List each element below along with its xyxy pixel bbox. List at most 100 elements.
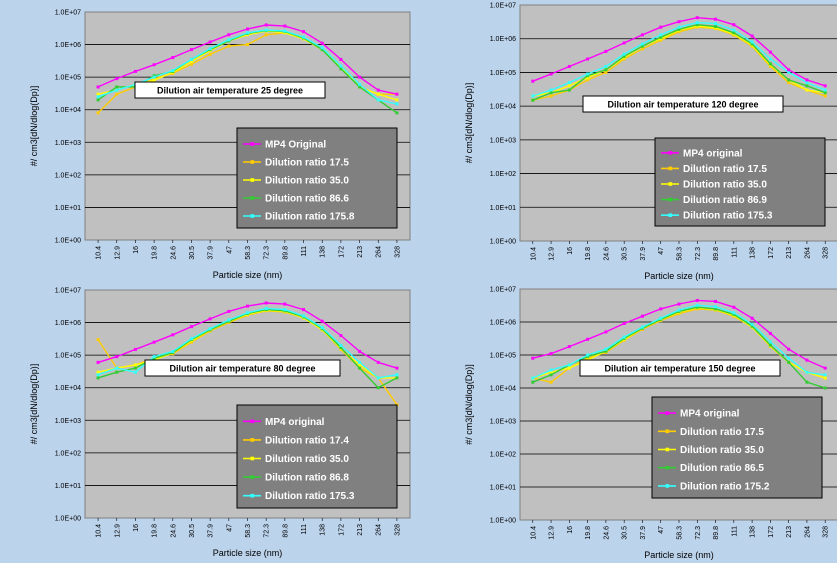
- data-point: [549, 72, 553, 76]
- data-point: [567, 81, 571, 85]
- data-point: [227, 44, 231, 48]
- data-point: [549, 352, 553, 356]
- data-point: [604, 68, 608, 72]
- data-point: [640, 47, 644, 51]
- data-point: [208, 327, 212, 331]
- data-point: [208, 47, 212, 51]
- data-point: [283, 302, 287, 306]
- data-point: [787, 78, 791, 82]
- x-tick-label: 58.3: [677, 526, 684, 540]
- x-tick-label: 111: [731, 247, 738, 258]
- data-point: [320, 46, 324, 50]
- data-point: [750, 40, 754, 44]
- legend-label: Dilution ratio 35.0: [265, 176, 349, 187]
- x-tick-label: 16: [567, 526, 574, 534]
- data-point: [320, 41, 324, 45]
- legend-swatch-marker: [250, 196, 255, 200]
- data-point: [358, 85, 362, 89]
- data-point: [659, 38, 663, 42]
- x-tick-label: 47: [658, 526, 665, 534]
- legend-box: [236, 127, 398, 229]
- data-point: [805, 88, 809, 92]
- data-point: [283, 308, 287, 312]
- legend-label: MP4 original: [680, 409, 740, 420]
- data-point: [302, 308, 306, 312]
- data-point: [189, 48, 193, 52]
- data-point: [695, 303, 699, 307]
- data-point: [567, 88, 571, 92]
- data-point: [227, 38, 231, 42]
- data-point: [115, 366, 119, 370]
- data-point: [659, 25, 663, 29]
- data-point: [659, 33, 663, 37]
- data-point: [549, 91, 553, 95]
- y-tick-label: 1.0E+01: [55, 483, 81, 490]
- legend-swatch-marker: [665, 484, 670, 488]
- legend-swatch-marker: [250, 142, 255, 146]
- data-point: [586, 74, 590, 78]
- data-point: [567, 366, 571, 370]
- data-point: [586, 337, 590, 341]
- data-point: [732, 28, 736, 32]
- data-point: [302, 314, 306, 318]
- data-point: [208, 317, 212, 321]
- data-point: [823, 386, 827, 390]
- data-point: [823, 373, 827, 377]
- data-point: [152, 356, 156, 360]
- x-tick-label: 10.4: [530, 247, 537, 261]
- data-point: [659, 35, 663, 39]
- data-point: [152, 78, 156, 82]
- legend-label: Dilution ratio 86.8: [265, 473, 349, 484]
- data-point: [622, 41, 626, 45]
- y-axis-title: #/ cm3[dN/dlog(Dp)]: [29, 364, 39, 445]
- y-tick-label: 1.0E+04: [490, 386, 516, 393]
- y-tick-label: 1.0E+00: [55, 238, 81, 245]
- x-tick-label: 72.3: [264, 524, 271, 538]
- data-point: [171, 349, 175, 353]
- data-point: [115, 85, 119, 89]
- y-tick-label: 1.0E+04: [490, 104, 516, 111]
- legend: MP4 original Dilution ratio 17.4 Dilution …: [236, 404, 398, 509]
- chart-title: Dilution air temperature 25 degree: [157, 86, 303, 96]
- y-tick-label: 1.0E+06: [55, 42, 81, 49]
- chart-1: 1.0E+00 1.0E+01 1.0E+02 1.0E+03 1.0E+04 1.0E+…: [29, 10, 411, 280]
- data-point: [358, 82, 362, 86]
- data-point: [567, 64, 571, 68]
- data-point: [823, 94, 827, 98]
- legend-label: Dilution ratio 175.3: [683, 211, 773, 222]
- data-point: [96, 376, 100, 380]
- data-point: [659, 307, 663, 311]
- x-tick-label: 24.6: [170, 524, 177, 538]
- data-point: [531, 79, 535, 83]
- x-tick-label: 37.9: [640, 526, 647, 540]
- data-point: [246, 43, 249, 47]
- data-point: [246, 27, 249, 31]
- y-tick-label: 1.0E+07: [55, 288, 81, 295]
- data-point: [677, 302, 681, 306]
- data-point: [714, 305, 718, 309]
- data-point: [659, 316, 663, 320]
- legend: MP4 original Dilution ratio 17.5 Dilution …: [651, 396, 823, 499]
- data-point: [96, 360, 100, 364]
- x-tick-label: 30.5: [189, 246, 196, 260]
- data-point: [805, 358, 809, 362]
- legend-swatch-marker: [668, 182, 673, 186]
- legend-swatch-marker: [250, 456, 255, 461]
- x-tick-label: 47: [226, 524, 233, 532]
- x-tick-label: 24.6: [170, 246, 177, 260]
- legend-label: MP4 original: [265, 417, 325, 428]
- legend-label: MP4 original: [683, 148, 743, 159]
- data-point: [358, 360, 362, 364]
- data-point: [189, 62, 193, 66]
- y-tick-label: 1.0E+02: [490, 452, 516, 459]
- chart-title: Dilution air temperature 150 degree: [604, 364, 755, 374]
- y-axis-title: #/ cm3[dN/dlog(Dp)]: [464, 364, 474, 445]
- data-point: [208, 40, 212, 44]
- data-point: [115, 370, 119, 374]
- data-point: [531, 356, 535, 360]
- y-tick-label: 1.0E+05: [490, 353, 516, 360]
- data-point: [732, 311, 736, 315]
- data-point: [677, 308, 681, 312]
- data-point: [549, 368, 553, 372]
